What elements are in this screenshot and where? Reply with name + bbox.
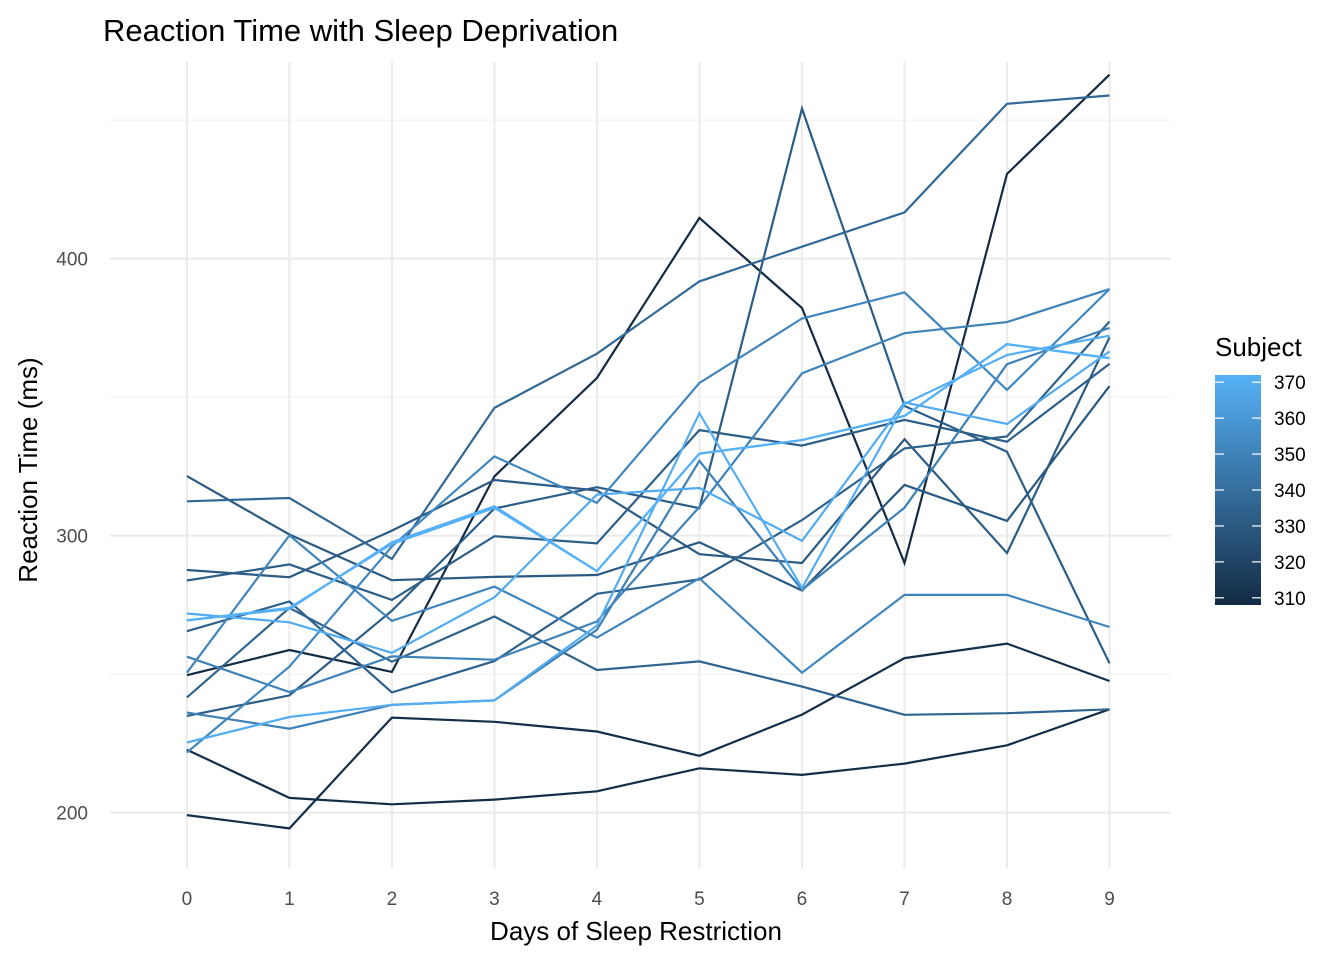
x-tick-label: 4 — [592, 889, 603, 910]
legend: Subject 310 320 330 340 350 360 370 — [1215, 332, 1306, 610]
y-tick-label: 400 — [56, 250, 88, 271]
series-line-349 — [186, 326, 1110, 730]
series-line-350 — [186, 288, 1110, 694]
x-tick-label: 0 — [182, 889, 193, 910]
y-tick-labels: 200 300 400 — [56, 250, 88, 825]
x-tick-label: 8 — [1002, 889, 1013, 910]
series-line-310 — [186, 642, 1110, 830]
x-tick-label: 2 — [387, 889, 398, 910]
series-line-337 — [186, 94, 1110, 561]
x-tick-labels: 0 1 2 3 4 5 6 7 8 9 — [182, 889, 1115, 910]
x-tick-label: 6 — [797, 889, 808, 910]
legend-tick-label: 370 — [1274, 373, 1306, 394]
series-line-332 — [186, 104, 1111, 717]
data-lines — [186, 73, 1111, 830]
y-tick-label: 300 — [56, 527, 88, 548]
series-line-330 — [186, 385, 1111, 592]
grid — [110, 62, 1171, 868]
x-tick-label: 1 — [284, 889, 295, 910]
y-axis-title: Reaction Time (ms) — [13, 357, 43, 582]
y-tick-label: 200 — [56, 804, 88, 825]
legend-tick-label: 320 — [1274, 553, 1306, 574]
legend-tick-label: 310 — [1274, 589, 1306, 610]
legend-ticks: 310 320 330 340 350 360 370 — [1215, 373, 1306, 610]
chart-title: Reaction Time with Sleep Deprivation — [103, 13, 618, 48]
series-line-351 — [186, 533, 1110, 675]
series-line-308 — [186, 73, 1111, 677]
series-line-333 — [186, 363, 1111, 602]
series-line-352 — [186, 288, 1111, 754]
legend-tick-label: 340 — [1274, 481, 1306, 502]
series-line-334 — [186, 320, 1111, 694]
x-axis-title: Days of Sleep Restriction — [490, 916, 782, 946]
series-line-331 — [186, 336, 1111, 579]
x-tick-label: 5 — [694, 889, 705, 910]
legend-tick-label: 360 — [1274, 409, 1306, 430]
x-tick-label: 9 — [1104, 889, 1115, 910]
series-line-372 — [186, 343, 1110, 622]
legend-tick-label: 350 — [1274, 445, 1306, 466]
series-line-369 — [186, 350, 1111, 654]
legend-tick-label: 330 — [1274, 517, 1306, 538]
series-line-335 — [186, 606, 1110, 716]
x-tick-label: 7 — [899, 889, 910, 910]
series-line-309 — [186, 708, 1110, 806]
legend-title: Subject — [1215, 332, 1302, 362]
x-tick-label: 3 — [489, 889, 500, 910]
